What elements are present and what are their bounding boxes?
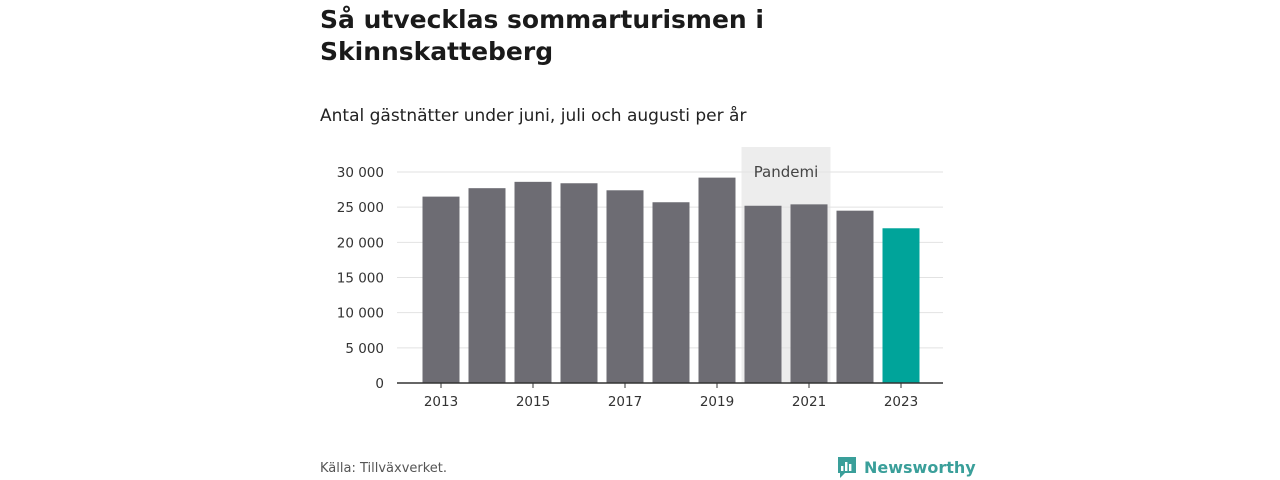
annotation-label: Pandemi — [754, 163, 819, 181]
y-tick-label: 0 — [375, 376, 384, 392]
bar-2013 — [422, 196, 460, 383]
bar-2018 — [652, 202, 690, 383]
bar-2021 — [790, 204, 828, 383]
source-note: Källa: Tillväxverket. — [320, 461, 448, 476]
x-tick-label: 2017 — [608, 394, 642, 410]
y-tick-label: 20 000 — [337, 235, 384, 251]
x-tick-label: 2019 — [700, 394, 734, 410]
y-tick-label: 5 000 — [345, 341, 384, 357]
newsworthy-logo-icon — [838, 457, 856, 478]
x-tick-label: 2023 — [884, 394, 918, 410]
chart-subtitle: Antal gästnätter under juni, juli och au… — [320, 106, 747, 126]
bar-2015 — [514, 181, 552, 383]
x-tick-label: 2015 — [516, 394, 550, 410]
y-tick-label: 25 000 — [337, 200, 384, 216]
bar-2014 — [468, 188, 506, 383]
bar-2019 — [698, 177, 736, 383]
bar-2016 — [560, 183, 598, 383]
x-tick-label: 2013 — [424, 394, 458, 410]
bar-2022 — [836, 210, 874, 383]
bar-2017 — [606, 190, 644, 383]
bar-2020 — [744, 205, 782, 383]
y-tick-label: 10 000 — [337, 306, 384, 322]
x-tick-label: 2021 — [792, 394, 826, 410]
bar-2023 — [882, 228, 920, 383]
y-tick-label: 30 000 — [337, 165, 384, 181]
y-tick-label: 15 000 — [337, 271, 384, 287]
bar-chart: 0 5 000 10 000 15 000 20 000 25 000 30 000 Pand… — [337, 147, 943, 410]
brand-logo: Newsworthy — [836, 455, 976, 479]
brand-name: Newsworthy — [864, 457, 976, 477]
chart-title: Så utvecklas sommarturismen i Skinnskatt… — [320, 5, 765, 66]
